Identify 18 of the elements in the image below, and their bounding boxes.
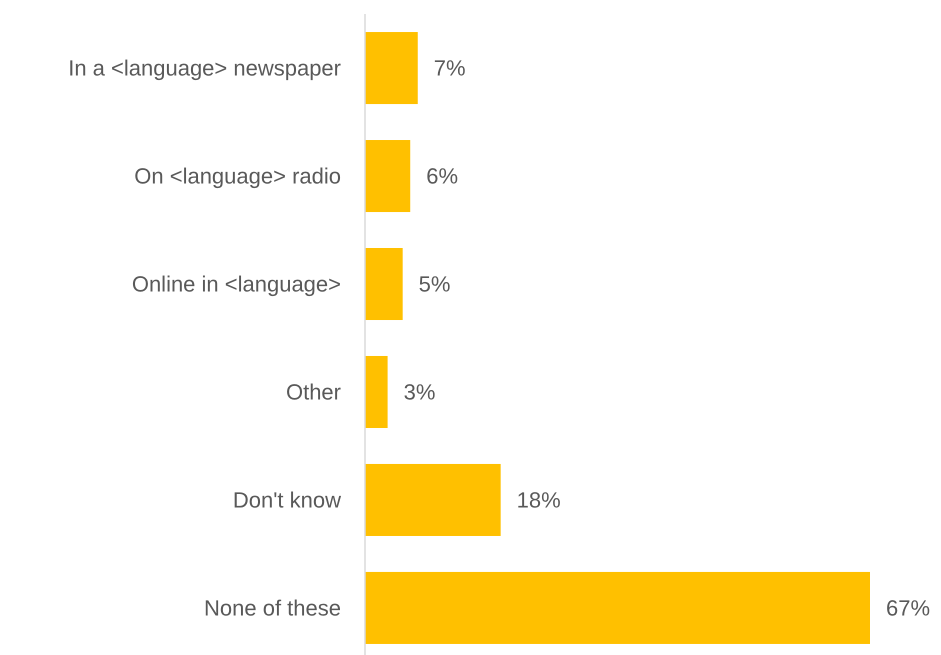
bar <box>365 356 388 428</box>
data-label: 7% <box>434 56 466 81</box>
data-label: 3% <box>404 379 436 404</box>
data-label: 5% <box>418 272 450 297</box>
y-tick-label: On <language> radio <box>134 164 341 189</box>
y-tick-label: None of these <box>204 595 341 620</box>
data-label: 18% <box>516 487 561 512</box>
data-label: 6% <box>426 164 458 189</box>
bar <box>365 572 870 644</box>
bar <box>365 464 501 536</box>
bar <box>365 32 418 104</box>
data-label: 67% <box>886 595 930 620</box>
y-tick-label: Other <box>286 379 341 404</box>
y-tick-label: Don't know <box>232 487 342 512</box>
bar <box>365 140 410 212</box>
bar <box>365 248 403 320</box>
y-tick-label: Online in <language> <box>132 272 341 297</box>
y-tick-label: In a <language> newspaper <box>68 56 341 81</box>
